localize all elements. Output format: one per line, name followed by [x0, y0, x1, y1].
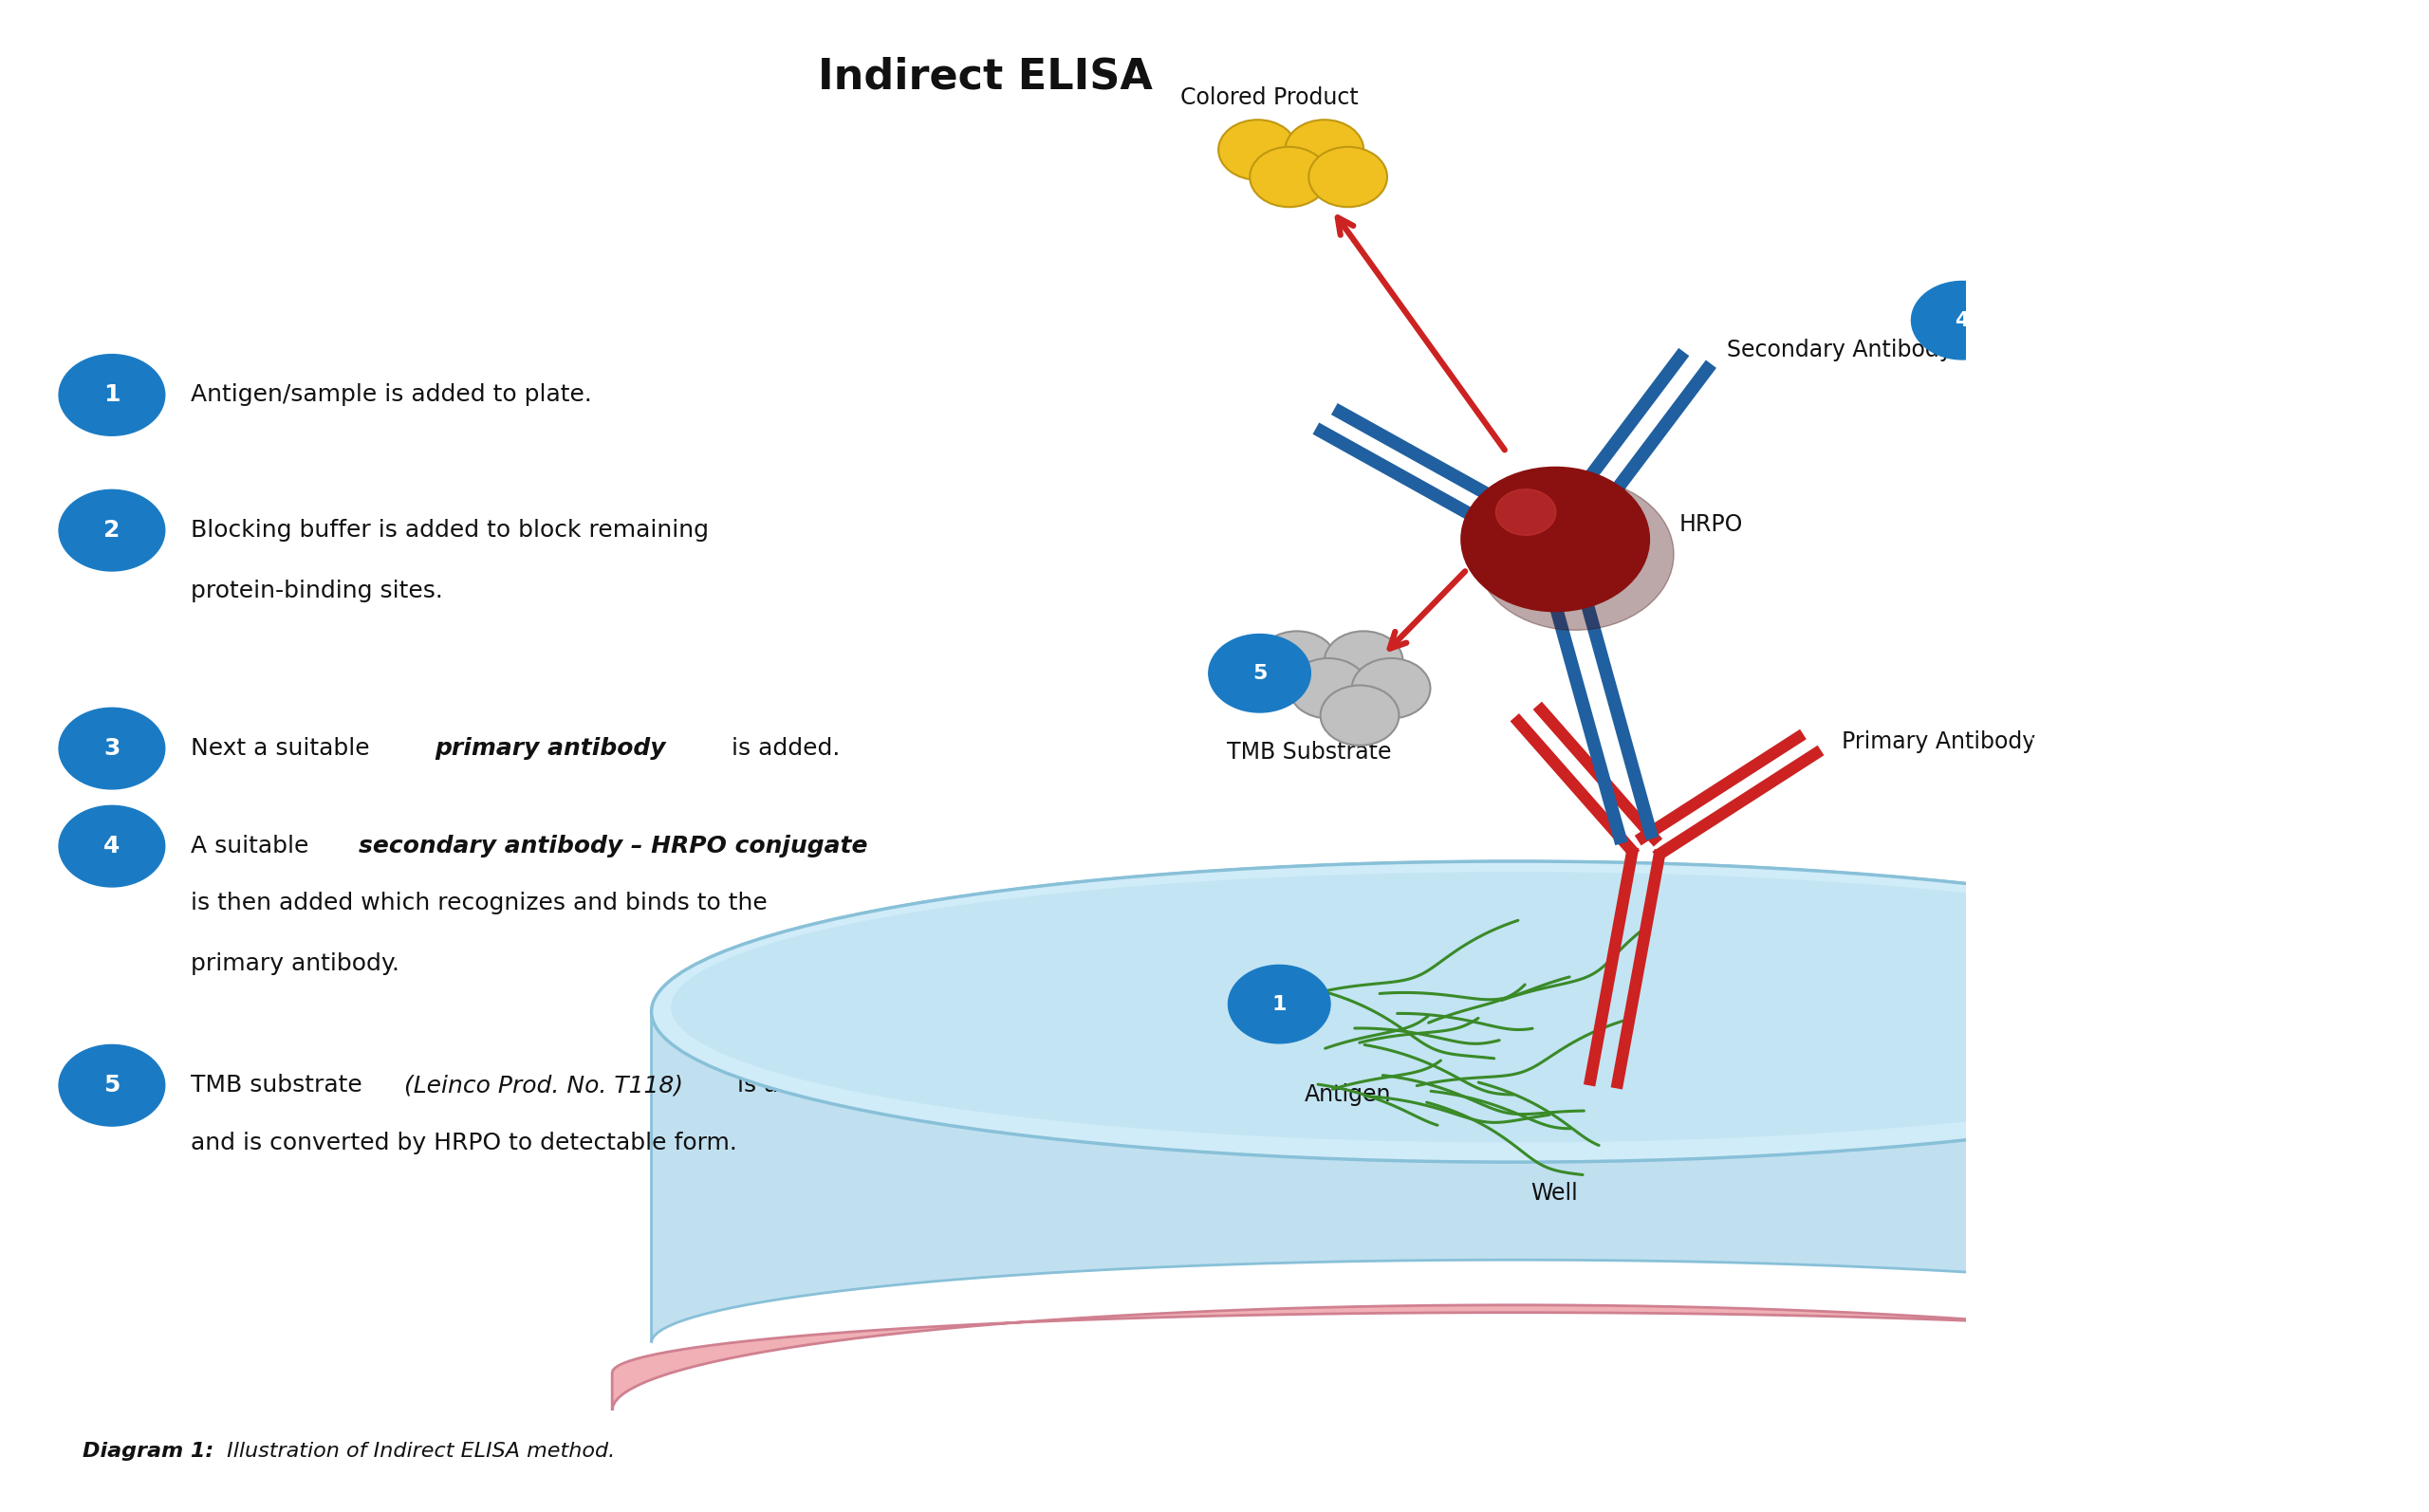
Text: A suitable: A suitable	[189, 835, 316, 857]
Text: is then added which recognizes and binds to the: is then added which recognizes and binds…	[189, 892, 768, 915]
Text: 4: 4	[1955, 311, 1970, 330]
Text: TMB Substrate: TMB Substrate	[1227, 741, 1392, 764]
Ellipse shape	[651, 862, 2378, 1163]
Text: Primary Antibody: Primary Antibody	[1841, 730, 2036, 753]
Text: Secondary Antibody: Secondary Antibody	[1727, 339, 1953, 361]
Circle shape	[1462, 467, 1649, 611]
Text: 5: 5	[104, 1074, 119, 1096]
Circle shape	[1496, 488, 1557, 535]
Circle shape	[58, 354, 165, 435]
Ellipse shape	[670, 872, 2359, 1143]
Circle shape	[1258, 631, 1336, 691]
Circle shape	[1219, 119, 1297, 180]
Polygon shape	[612, 1305, 2417, 1411]
Circle shape	[1477, 478, 1674, 631]
Text: is added: is added	[729, 1074, 838, 1096]
Text: Antigen/sample is added to plate.: Antigen/sample is added to plate.	[189, 384, 593, 407]
Circle shape	[1290, 658, 1368, 718]
Text: 1: 1	[1273, 995, 1287, 1013]
Circle shape	[58, 708, 165, 789]
Circle shape	[1285, 119, 1363, 180]
Text: is added.: is added.	[724, 736, 840, 761]
Circle shape	[1987, 696, 2089, 774]
Text: Antigen: Antigen	[1304, 1083, 1392, 1105]
Circle shape	[1210, 634, 1312, 712]
Text: Diagram 1:: Diagram 1:	[83, 1441, 214, 1461]
Circle shape	[58, 490, 165, 572]
Text: TMB substrate: TMB substrate	[189, 1074, 369, 1096]
Circle shape	[1309, 147, 1387, 207]
Circle shape	[1229, 965, 1331, 1043]
Text: Indirect ELISA: Indirect ELISA	[819, 56, 1151, 97]
Circle shape	[2385, 1273, 2429, 1352]
Text: Well: Well	[1530, 1182, 1576, 1205]
Circle shape	[1912, 281, 2014, 360]
Text: 1: 1	[104, 384, 119, 407]
Circle shape	[1321, 685, 1399, 745]
Circle shape	[1324, 631, 1404, 691]
Text: Blocking buffer is added to block remaining: Blocking buffer is added to block remain…	[189, 519, 709, 541]
Text: 5: 5	[1253, 664, 1268, 683]
Circle shape	[58, 1045, 165, 1126]
Circle shape	[1251, 147, 1329, 207]
Text: 3: 3	[104, 736, 119, 761]
Text: HRPO: HRPO	[1678, 513, 1744, 535]
Circle shape	[58, 806, 165, 888]
Text: 4: 4	[104, 835, 119, 857]
Text: 3: 3	[2031, 726, 2045, 744]
Text: and is converted by HRPO to detectable form.: and is converted by HRPO to detectable f…	[189, 1131, 736, 1154]
Text: (Leinco Prod. No. T118): (Leinco Prod. No. T118)	[406, 1074, 683, 1096]
Text: protein-binding sites.: protein-binding sites.	[189, 579, 442, 602]
Text: 2: 2	[104, 519, 119, 541]
Text: Next a suitable: Next a suitable	[189, 736, 376, 761]
Text: primary antibody: primary antibody	[435, 736, 666, 761]
Text: primary antibody.: primary antibody.	[189, 953, 398, 975]
Text: secondary antibody – HRPO conjugate: secondary antibody – HRPO conjugate	[359, 835, 867, 857]
Circle shape	[1353, 658, 1431, 718]
Polygon shape	[651, 862, 2378, 1343]
Text: Illustration of Indirect ELISA method.: Illustration of Indirect ELISA method.	[219, 1441, 615, 1461]
Text: Colored Product: Colored Product	[1180, 86, 1358, 109]
